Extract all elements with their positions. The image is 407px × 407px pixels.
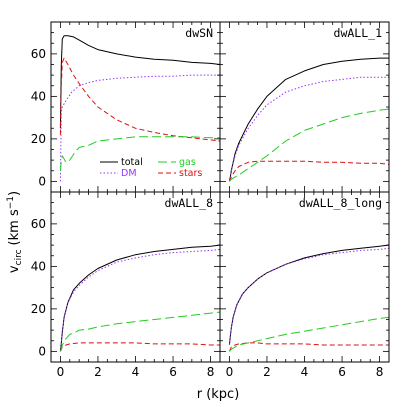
series-0-stars	[59, 57, 220, 142]
xtick-label-3: 4	[301, 365, 309, 379]
panel-title-0: dwSN	[185, 26, 213, 40]
panel-0: 0 20 40 60 dwSN total gas DM stars	[31, 21, 221, 193]
panel-frame-3	[219, 191, 390, 363]
series-2-total	[59, 244, 220, 352]
ytick-label-2: 40	[31, 259, 46, 273]
panel-1: dwALL_1	[219, 21, 390, 193]
ytick-label-0: 40	[31, 89, 46, 103]
panel-3: 0 2 4 6 8 dwALL_8_long	[219, 191, 390, 379]
xtick-label-3: 0	[226, 365, 234, 379]
series-0-gas	[59, 136, 220, 171]
y-axis-label-close: )	[7, 191, 22, 196]
y-axis-label: vcirc (km s−1)	[6, 191, 24, 273]
panel-frame-2	[50, 191, 221, 363]
legend-label-dm: DM	[121, 168, 137, 179]
panel-title-1: dwALL_1	[334, 26, 383, 40]
xtick-label-2: 6	[169, 365, 177, 379]
series-1-total	[228, 57, 389, 182]
ytick-label-2: 0	[38, 344, 46, 358]
xtick-label-2: 4	[132, 365, 140, 379]
legend-label-gas: gas	[179, 157, 196, 168]
ytick-label-0: 20	[31, 132, 46, 146]
series-0-total	[59, 35, 220, 129]
series-1-stars	[228, 160, 389, 182]
panel-title-2: dwALL_8	[165, 196, 214, 210]
series-3-dm	[228, 247, 389, 346]
ytick-label-0: 60	[31, 47, 46, 61]
y-axis-label-units: (km s	[7, 209, 22, 245]
xtick-label-3: 2	[263, 365, 271, 379]
y-axis-label-exp: −1	[6, 196, 16, 209]
series-1-gas	[229, 108, 389, 182]
series-3-gas	[229, 316, 389, 352]
series-2-dm	[59, 248, 220, 352]
xtick-label-3: 8	[376, 365, 384, 379]
panel-frame-1	[219, 21, 390, 193]
panel-2: 0 20 40 60 0 2 4 6 8 dwALL_8	[31, 191, 221, 379]
series-3-stars	[228, 342, 389, 352]
series-2-gas	[59, 311, 220, 352]
legend-label-total: total	[121, 157, 143, 168]
ytick-label-0: 0	[38, 174, 46, 188]
y-axis-label-sub: circ	[14, 249, 24, 265]
xtick-label-2: 0	[57, 365, 65, 379]
xtick-label-2: 8	[207, 365, 215, 379]
legend: total gas DM stars	[100, 157, 202, 179]
y-axis-label-main: v	[7, 265, 22, 273]
legend-label-stars: stars	[179, 168, 202, 179]
xtick-label-3: 6	[338, 365, 346, 379]
xtick-label-2: 2	[94, 365, 102, 379]
x-axis-label: r (kpc)	[197, 387, 240, 402]
ytick-label-2: 20	[31, 302, 46, 316]
series-2-stars	[59, 342, 220, 352]
ytick-label-2: 60	[31, 217, 46, 231]
panel-title-3: dwALL_8_long	[299, 196, 382, 210]
